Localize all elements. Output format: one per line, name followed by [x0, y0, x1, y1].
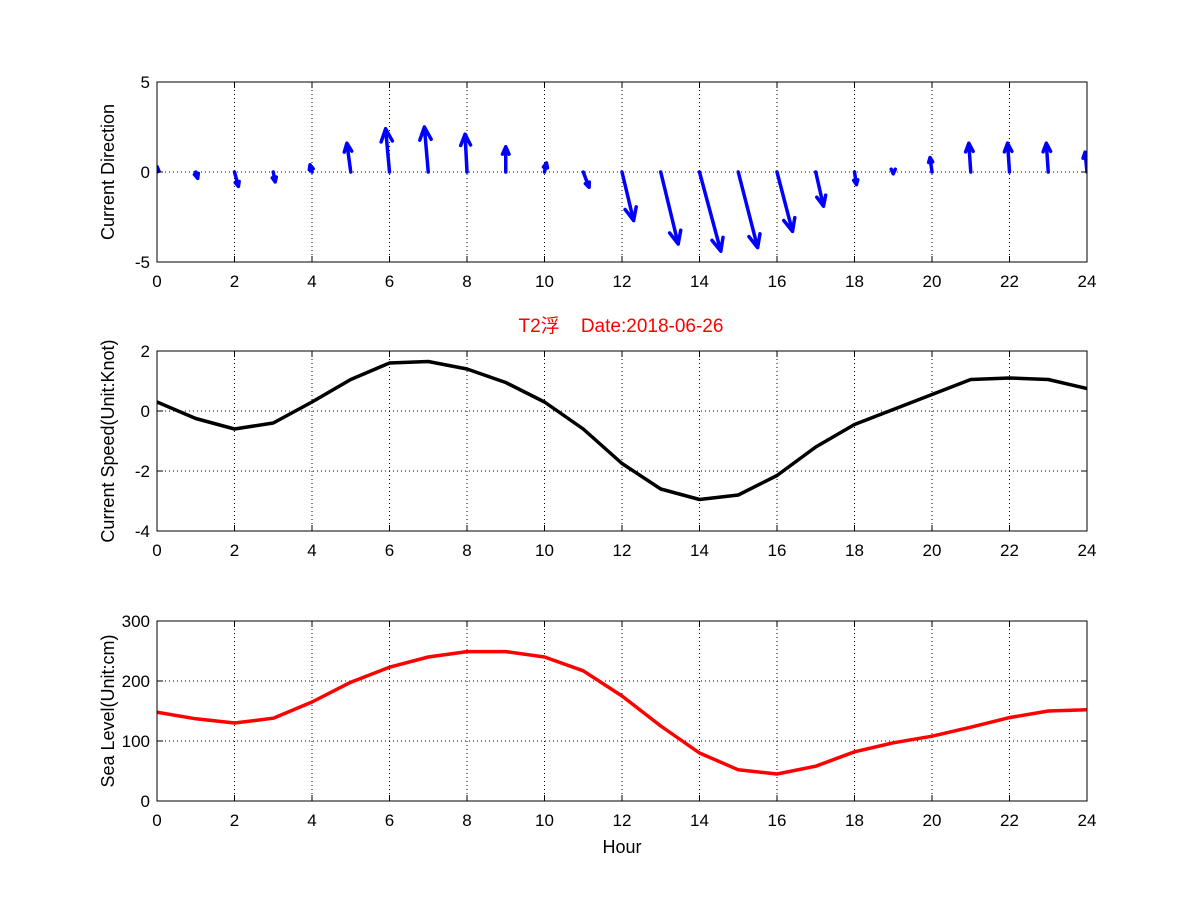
x-tick-label: 10 [535, 811, 554, 830]
y-axis-label: Current Speed(Unit:Knot) [98, 339, 118, 542]
x-tick-label: 20 [923, 811, 942, 830]
x-tick-label: 8 [462, 811, 471, 830]
y-tick-label: -2 [135, 462, 150, 481]
x-tick-label: 12 [613, 811, 632, 830]
series-line [157, 649, 1087, 776]
y-tick-label: 0 [141, 402, 150, 421]
x-tick-label: 22 [1000, 541, 1019, 560]
x-tick-label: 24 [1078, 811, 1097, 830]
current-vector [814, 170, 828, 208]
y-tick-label: -4 [135, 522, 150, 541]
y-tick-label: -5 [135, 253, 150, 272]
x-tick-label: 18 [845, 541, 864, 560]
x-tick-label: 24 [1078, 272, 1097, 291]
x-tick-label: 18 [845, 272, 864, 291]
current-vector [379, 127, 395, 174]
x-tick-label: 14 [690, 541, 709, 560]
x-tick-label: 18 [845, 811, 864, 830]
x-tick-label: 6 [385, 541, 394, 560]
x-tick-label: 2 [230, 272, 239, 291]
current-vector [620, 170, 638, 223]
current-vector [1041, 141, 1053, 174]
current-vector [307, 163, 315, 174]
x-tick-label: 16 [768, 272, 787, 291]
y-tick-label: 5 [141, 73, 150, 92]
x-tick-label: 4 [307, 541, 316, 560]
x-tick-label: 2 [230, 541, 239, 560]
x-tick-label: 16 [768, 541, 787, 560]
plot-area [157, 621, 1087, 801]
x-tick-label: 24 [1078, 541, 1097, 560]
x-axis-label: Hour [602, 837, 641, 857]
x-tick-label: 4 [307, 811, 316, 830]
x-tick-label: 8 [462, 272, 471, 291]
x-tick-label: 6 [385, 811, 394, 830]
x-tick-label: 10 [535, 541, 554, 560]
y-tick-label: 0 [141, 792, 150, 811]
current-vector [342, 141, 354, 174]
x-tick-label: 12 [613, 541, 632, 560]
y-tick-label: 300 [122, 612, 150, 631]
y-axis-label: Sea Level(Unit:cm) [98, 634, 118, 787]
current-vector [697, 170, 725, 253]
current-vector [889, 167, 898, 176]
x-tick-label: 10 [535, 272, 554, 291]
y-tick-label: 200 [122, 672, 150, 691]
current-vector [270, 170, 279, 184]
y-tick-label: 100 [122, 732, 150, 751]
x-tick-label: 16 [768, 811, 787, 830]
y-axis-label: Current Direction [98, 104, 118, 240]
x-tick-label: 20 [923, 541, 942, 560]
data-marks [157, 649, 1087, 776]
current-vector [1002, 141, 1014, 174]
series-line [157, 359, 1087, 502]
plot-area [157, 351, 1087, 531]
x-tick-label: 14 [690, 272, 709, 291]
x-tick-label: 4 [307, 272, 316, 291]
x-tick-label: 6 [385, 272, 394, 291]
x-tick-label: 14 [690, 811, 709, 830]
current-vector [963, 141, 975, 174]
current-vector [232, 170, 241, 189]
current-vector [736, 170, 762, 250]
current-vector [659, 170, 683, 246]
x-tick-label: 22 [1000, 272, 1019, 291]
x-tick-label: 2 [230, 811, 239, 830]
current-vector [418, 125, 433, 174]
y-tick-label: 0 [141, 163, 150, 182]
x-tick-label: 22 [1000, 811, 1019, 830]
figure-title: T2浮 Date:2018-06-26 [519, 315, 724, 337]
current-vector [541, 161, 550, 174]
x-tick-label: 0 [152, 272, 161, 291]
current-vector [581, 170, 592, 190]
current-vector [157, 164, 161, 174]
current-vector [500, 145, 511, 174]
x-tick-label: 0 [152, 811, 161, 830]
data-marks [157, 125, 1087, 253]
x-tick-label: 0 [152, 541, 161, 560]
current-vector [775, 170, 797, 234]
x-tick-label: 8 [462, 541, 471, 560]
x-tick-label: 12 [613, 272, 632, 291]
x-tick-label: 20 [923, 272, 942, 291]
current-vector [851, 170, 860, 187]
data-marks [157, 359, 1087, 502]
y-tick-label: 2 [141, 342, 150, 361]
current-vector [458, 132, 473, 174]
current-vector [926, 155, 935, 174]
current-vector [192, 170, 201, 181]
